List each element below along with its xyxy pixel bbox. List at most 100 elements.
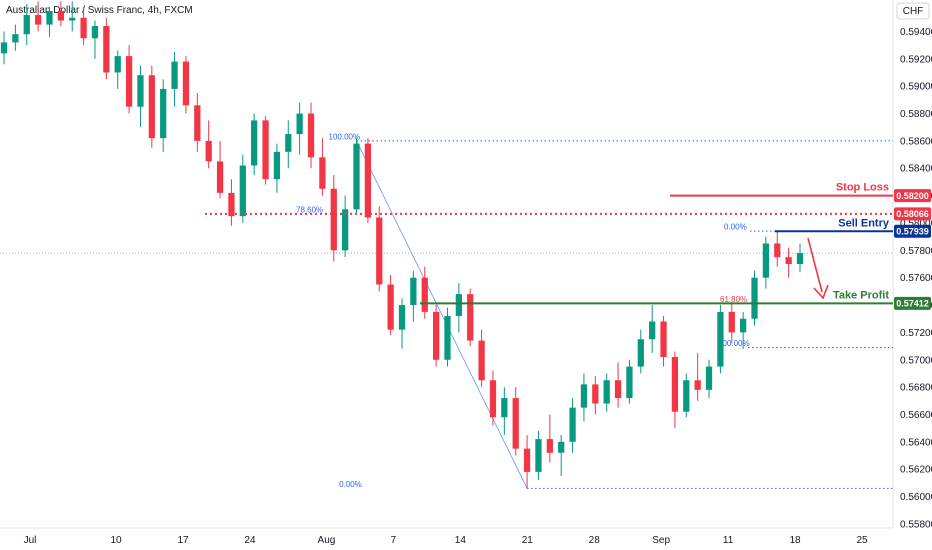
candle-body: [512, 398, 519, 449]
candle: [694, 352, 701, 401]
x-tick-label: 18: [789, 535, 801, 546]
fib-percent-label: 61.80%: [720, 295, 747, 304]
candle-body: [342, 209, 349, 251]
level-annotation: Take Profit: [833, 289, 889, 301]
candle: [69, 1, 76, 32]
candle-body: [57, 10, 64, 21]
price-tag-label: 0.57412: [896, 299, 929, 309]
candle: [182, 56, 190, 114]
candle-body: [535, 439, 542, 472]
candle: [455, 283, 462, 333]
candle-body: [376, 217, 383, 285]
candle-body: [444, 315, 451, 360]
candle: [785, 247, 792, 278]
candle-body: [46, 10, 53, 25]
candle: [751, 270, 758, 326]
candle: [319, 138, 326, 196]
candle-body: [205, 140, 212, 162]
candle: [683, 373, 690, 418]
fibonacci-drawings: 100.00% 78.60% 0.00% 0.00% 61.80% 100.00%: [296, 132, 893, 489]
candle: [740, 311, 747, 349]
candle-body: [239, 165, 246, 217]
candle: [489, 370, 497, 426]
candle-body: [285, 134, 292, 152]
candle: [660, 315, 667, 367]
price-tag-label: 0.58200: [896, 191, 929, 201]
candle: [34, 1, 42, 32]
candle-body: [114, 56, 121, 73]
price-tag-label: 0.57939: [896, 227, 929, 237]
candle: [728, 302, 735, 344]
fib-percent-label: 78.60%: [296, 205, 323, 214]
candlesticks: [0, 1, 893, 489]
right-price-axis[interactable]: CHF 0.594000.592000.590000.588000.586000…: [892, 0, 932, 530]
candle-body: [319, 157, 326, 189]
candle: [558, 434, 565, 477]
candle: [432, 305, 440, 367]
candle: [410, 270, 417, 322]
fib-percent-label: 100.00%: [718, 339, 750, 348]
y-tick-label: 0.55800: [900, 519, 932, 530]
trade-levels: 0.58200 Stop Loss 0.58066 0.57939 Sell Entry…: [205, 182, 931, 310]
candle: [171, 51, 178, 107]
fib-percent-label: 0.00%: [339, 480, 362, 489]
candle-body: [273, 151, 281, 180]
candle-body: [0, 42, 8, 54]
candle: [705, 359, 713, 399]
time-axis[interactable]: Jul 10 17 24 Aug 7 14 21 28 Sep 11 18 25: [0, 527, 893, 546]
candle-body: [751, 277, 758, 319]
candle: [523, 434, 531, 489]
candle: [637, 329, 644, 374]
candle-body: [387, 284, 394, 330]
candle-body: [216, 161, 224, 193]
candle: [12, 24, 19, 51]
currency-box[interactable]: [896, 2, 930, 20]
candle: [80, 6, 87, 46]
candle: [614, 362, 622, 408]
candle-body: [353, 143, 360, 210]
candle: [364, 138, 372, 223]
candle-body: [671, 357, 679, 412]
candle: [535, 430, 542, 481]
candle-body: [12, 34, 19, 43]
candle-body: [796, 253, 804, 264]
candle: [216, 140, 224, 199]
candle-body: [148, 75, 155, 139]
candle-body: [34, 15, 42, 25]
candle-body: [705, 366, 713, 390]
candle-body: [330, 188, 337, 251]
candle-body: [649, 321, 656, 340]
candle-body: [182, 61, 190, 106]
candle: [285, 120, 292, 169]
candle-body: [125, 56, 133, 107]
candle: [353, 138, 360, 215]
candle-body: [546, 439, 553, 453]
candle-body: [717, 311, 724, 367]
level-annotation: Sell Entry: [838, 217, 890, 229]
candle-body: [569, 407, 576, 442]
candle: [0, 31, 8, 65]
candle-body: [785, 257, 792, 264]
candle: [398, 298, 406, 349]
level-annotation: Stop Loss: [836, 182, 889, 194]
candle: [342, 195, 349, 258]
x-tick-label: 17: [177, 535, 189, 546]
candle-body: [160, 88, 167, 139]
candle-body: [660, 321, 667, 358]
candle: [273, 143, 281, 193]
candle-body: [296, 113, 303, 135]
fib-percent-label: 0.00%: [724, 223, 747, 232]
candle: [251, 113, 258, 176]
